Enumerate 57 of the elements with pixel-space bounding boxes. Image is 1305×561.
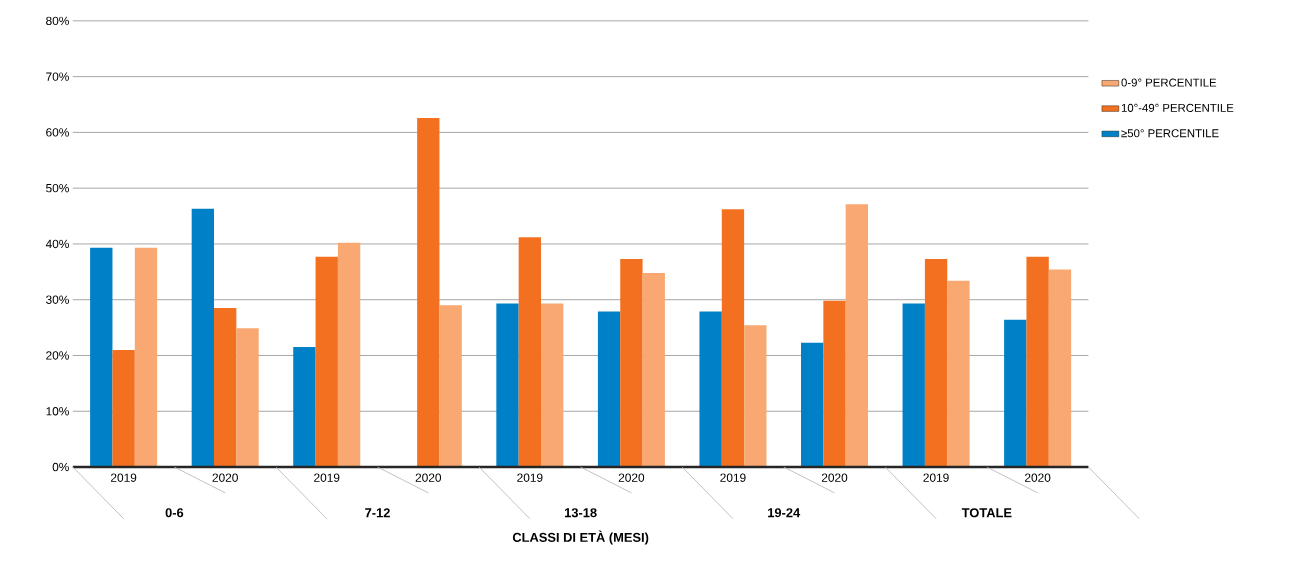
y-tick-label: 0% xyxy=(52,462,69,472)
bar xyxy=(315,256,338,467)
legend-label: 10°-49° PERCENTILE xyxy=(1121,103,1234,112)
bar xyxy=(417,117,440,467)
x-tick-label: 2019 xyxy=(720,473,746,482)
bar xyxy=(902,303,925,467)
bar xyxy=(947,280,970,467)
bar xyxy=(699,311,722,467)
bar xyxy=(293,346,316,467)
bar xyxy=(1026,256,1049,467)
bar xyxy=(823,300,846,467)
bar xyxy=(496,303,519,467)
bar xyxy=(924,258,948,467)
bar xyxy=(620,258,643,467)
x-tick-label: 2019 xyxy=(923,473,949,482)
bar xyxy=(801,342,824,467)
x-tick-label: 2020 xyxy=(415,473,442,482)
bar xyxy=(597,311,621,467)
y-tick-label: 60% xyxy=(46,128,69,137)
legend-label: 0-9° PERCENTILE xyxy=(1121,78,1217,87)
bar xyxy=(191,208,215,467)
bar xyxy=(1048,269,1072,467)
text: 0-6 xyxy=(165,507,184,518)
bar xyxy=(744,325,767,467)
legend-label: ≥50° PERCENTILE xyxy=(1121,128,1219,138)
text: TOTALE xyxy=(961,507,1012,518)
bar xyxy=(90,247,113,467)
bar xyxy=(439,305,462,467)
y-tick-label: 40% xyxy=(45,239,69,248)
bar xyxy=(845,204,869,467)
bar xyxy=(337,242,361,467)
bar xyxy=(642,272,665,467)
x-tick-label: 2020 xyxy=(821,473,848,482)
x-tick-label: 2020 xyxy=(618,473,645,482)
x-tick-label: 2019 xyxy=(314,473,340,482)
y-tick-label: 20% xyxy=(46,351,69,360)
x-tick-label: 2019 xyxy=(111,473,137,482)
bar xyxy=(112,349,135,467)
x-tick-label: 2020 xyxy=(1025,473,1051,482)
x-tick-label: 2020 xyxy=(212,473,238,482)
y-tick-label: 10% xyxy=(46,406,69,416)
text: 19-24 xyxy=(768,507,801,518)
x-axis-title: CLASSI DI ETÀ (MESI) xyxy=(512,530,649,545)
y-tick-label: 50% xyxy=(46,183,69,193)
bar xyxy=(541,303,564,467)
bar xyxy=(1004,319,1027,467)
y-tick-label: 80% xyxy=(46,16,69,25)
y-tick-label: 30% xyxy=(46,295,69,304)
x-tick-label: 2019 xyxy=(517,473,543,482)
bar xyxy=(134,247,158,467)
bar xyxy=(721,209,745,467)
bar xyxy=(518,237,542,467)
bar xyxy=(214,307,237,467)
text: 13-18 xyxy=(564,507,597,518)
bar xyxy=(236,327,259,467)
text: 7-12 xyxy=(365,508,390,518)
y-tick-label: 70% xyxy=(46,72,69,81)
